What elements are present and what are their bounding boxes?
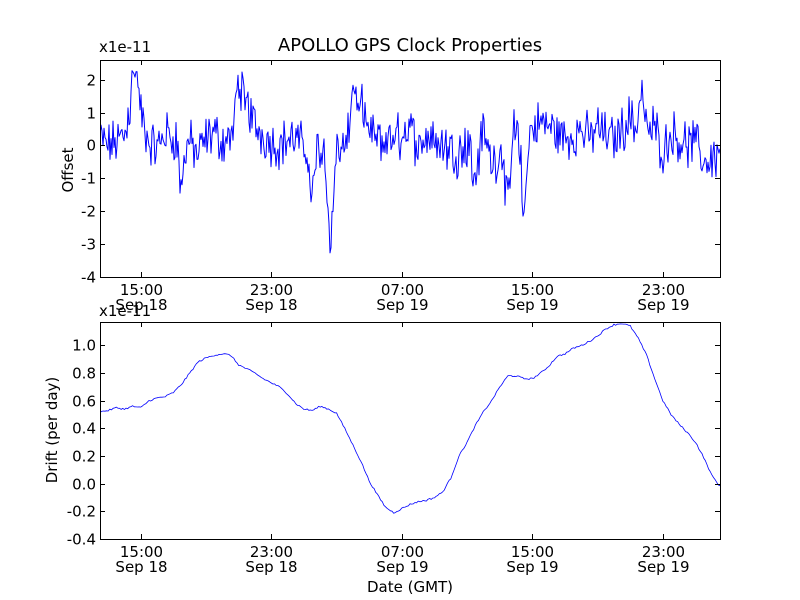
offset-x-tick-date-label: Sep 18 bbox=[115, 296, 167, 314]
drift-x-tick-time-label: 23:00 bbox=[250, 543, 293, 561]
drift-x-tick-date-label: Sep 19 bbox=[637, 558, 689, 576]
offset-y-tick-label: -4 bbox=[81, 269, 96, 287]
drift-y-tick-label: -0.2 bbox=[67, 503, 96, 521]
offset-y-axis-label: Offset bbox=[59, 147, 77, 192]
drift-x-tick-time-label: 07:00 bbox=[381, 543, 424, 561]
drift-y-tick-label: 1.0 bbox=[72, 337, 96, 355]
drift-x-tick-time-label: 15:00 bbox=[120, 543, 163, 561]
drift-x-tick-date-label: Sep 18 bbox=[245, 558, 297, 576]
offset-x-tick-date-label: Sep 19 bbox=[637, 296, 689, 314]
offset-y-tick-label: 0 bbox=[86, 137, 96, 155]
drift-panel: x1e-11 Drift (per day) -0.4 -0.2 0.0 0.2 0.4… bbox=[43, 302, 721, 576]
offset-x-tick-time-label: 23:00 bbox=[250, 281, 293, 299]
offset-y-tick-label: 1 bbox=[86, 105, 96, 123]
drift-y-tick-label: 0.2 bbox=[72, 448, 96, 466]
offset-series-line bbox=[100, 70, 720, 254]
offset-y-tick-label: -1 bbox=[81, 170, 96, 188]
drift-x-tick-date-label: Sep 19 bbox=[376, 558, 428, 576]
offset-scale-label: x1e-11 bbox=[99, 38, 151, 56]
drift-x-tick-time-label: 15:00 bbox=[511, 543, 554, 561]
drift-y-tick-label: -0.4 bbox=[67, 531, 96, 549]
drift-y-tick-label: 0.6 bbox=[72, 393, 96, 411]
offset-plot-frame bbox=[100, 60, 721, 278]
drift-x-tick-time-label: 23:00 bbox=[642, 543, 685, 561]
drift-y-tick-label: 0.0 bbox=[72, 476, 96, 494]
offset-x-tick-time-label: 15:00 bbox=[511, 281, 554, 299]
drift-series-line bbox=[100, 323, 720, 514]
offset-y-tick-label: 2 bbox=[86, 72, 96, 90]
offset-x-tick-time-label: 07:00 bbox=[381, 281, 424, 299]
drift-scale-label: x1e-11 bbox=[99, 302, 151, 320]
offset-x-tick-date-label: Sep 19 bbox=[376, 296, 428, 314]
offset-y-tick-label: -3 bbox=[81, 236, 96, 254]
offset-y-tick-label: -2 bbox=[81, 203, 96, 221]
drift-x-tick-date-label: Sep 18 bbox=[115, 558, 167, 576]
offset-x-tick-time-label: 23:00 bbox=[642, 281, 685, 299]
offset-x-tick-time-label: 15:00 bbox=[120, 281, 163, 299]
offset-x-tick-date-label: Sep 18 bbox=[245, 296, 297, 314]
drift-y-tick-label: 0.4 bbox=[72, 420, 96, 438]
offset-x-tick-date-label: Sep 19 bbox=[506, 296, 558, 314]
drift-y-axis-label: Drift (per day) bbox=[43, 377, 61, 484]
drift-plot-frame bbox=[100, 322, 721, 540]
drift-y-tick-label: 0.8 bbox=[72, 365, 96, 383]
drift-x-tick-date-label: Sep 19 bbox=[506, 558, 558, 576]
x-axis-label: Date (GMT) bbox=[367, 578, 453, 596]
chart-title: APOLLO GPS Clock Properties bbox=[278, 35, 542, 56]
